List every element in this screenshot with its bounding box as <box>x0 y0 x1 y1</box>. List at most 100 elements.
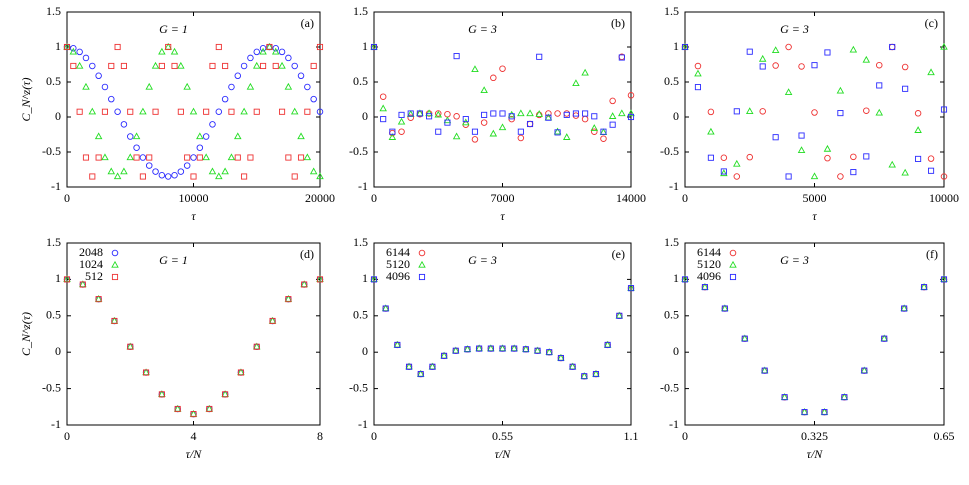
point <box>701 284 708 291</box>
y-tick-label: 1 <box>362 39 368 53</box>
point <box>222 62 229 70</box>
point <box>107 167 116 175</box>
point <box>82 154 90 161</box>
point <box>271 47 280 55</box>
point <box>481 111 488 118</box>
y-tick-label: -1 <box>669 417 679 431</box>
point <box>940 276 948 283</box>
point <box>480 86 488 94</box>
legend-marker <box>111 249 119 257</box>
point <box>546 349 553 356</box>
point <box>310 62 317 70</box>
point <box>876 61 883 69</box>
annotation: G = 3 <box>468 253 497 267</box>
point <box>772 134 779 141</box>
x-axis-label: τ <box>500 209 505 223</box>
point <box>517 128 524 135</box>
point <box>310 95 317 103</box>
point <box>196 132 204 140</box>
x-tick-label: 0.55 <box>492 429 513 443</box>
point <box>253 48 260 56</box>
x-tick-label: 0 <box>682 429 688 443</box>
x-tick-label: 1.1 <box>624 429 639 443</box>
point <box>75 61 84 69</box>
y-tick-label: 0.5 <box>46 74 61 88</box>
legend-marker <box>418 249 426 257</box>
point <box>888 43 896 51</box>
point <box>120 121 128 128</box>
point <box>609 121 616 128</box>
point <box>759 108 766 115</box>
point <box>563 111 570 118</box>
panel-label: (f) <box>926 247 938 261</box>
point <box>694 84 701 91</box>
point <box>108 62 115 70</box>
point <box>462 116 469 123</box>
point <box>471 128 479 135</box>
point <box>785 43 792 51</box>
point <box>526 120 534 128</box>
point <box>82 54 90 62</box>
point <box>733 173 741 180</box>
plot-frame <box>66 242 321 426</box>
point <box>901 168 909 176</box>
y-tick-label: -0.5 <box>660 380 679 394</box>
point <box>429 363 436 370</box>
point <box>797 146 806 153</box>
point <box>146 154 153 161</box>
point <box>522 346 529 353</box>
point <box>234 72 242 80</box>
annotation: G = 3 <box>780 22 809 36</box>
point <box>88 107 97 115</box>
point <box>79 281 86 288</box>
point <box>171 171 178 179</box>
point <box>452 132 461 140</box>
y-tick-label: 0 <box>55 344 61 358</box>
point <box>841 394 848 401</box>
point <box>784 88 793 96</box>
point <box>284 82 293 90</box>
point <box>733 159 741 167</box>
y-tick-label: 0.5 <box>46 308 61 322</box>
point <box>707 127 715 135</box>
point <box>707 154 714 161</box>
point <box>174 405 181 413</box>
point <box>202 153 210 161</box>
point <box>471 136 479 143</box>
point <box>253 108 260 115</box>
point <box>618 109 626 117</box>
x-tick-label: 0 <box>371 191 377 205</box>
point <box>746 153 754 161</box>
point <box>227 153 236 161</box>
point <box>177 108 184 115</box>
point <box>850 169 857 176</box>
y-tick-label: -1 <box>51 417 61 431</box>
point <box>498 123 507 131</box>
y-tick-label: -0.5 <box>42 144 61 158</box>
point <box>914 110 922 117</box>
point <box>627 92 635 99</box>
point <box>126 153 135 161</box>
x-axis-label: τ <box>191 209 196 223</box>
point <box>928 167 935 174</box>
point <box>471 65 479 73</box>
x-tick-label: 20000 <box>305 191 335 205</box>
point <box>145 82 153 90</box>
point <box>785 173 792 180</box>
legend-marker <box>418 260 426 268</box>
y-tick-label: -1 <box>358 179 368 193</box>
legend-marker <box>729 260 737 268</box>
y-tick-label: 0 <box>673 109 679 123</box>
point <box>89 62 96 70</box>
point <box>581 115 589 123</box>
point <box>526 120 534 128</box>
point <box>517 109 525 117</box>
point <box>139 173 146 180</box>
panel-label: (b) <box>611 16 625 30</box>
y-tick-label: 1.5 <box>46 235 61 249</box>
point <box>801 409 808 416</box>
point <box>145 162 153 169</box>
point <box>435 128 442 135</box>
point <box>772 62 779 69</box>
